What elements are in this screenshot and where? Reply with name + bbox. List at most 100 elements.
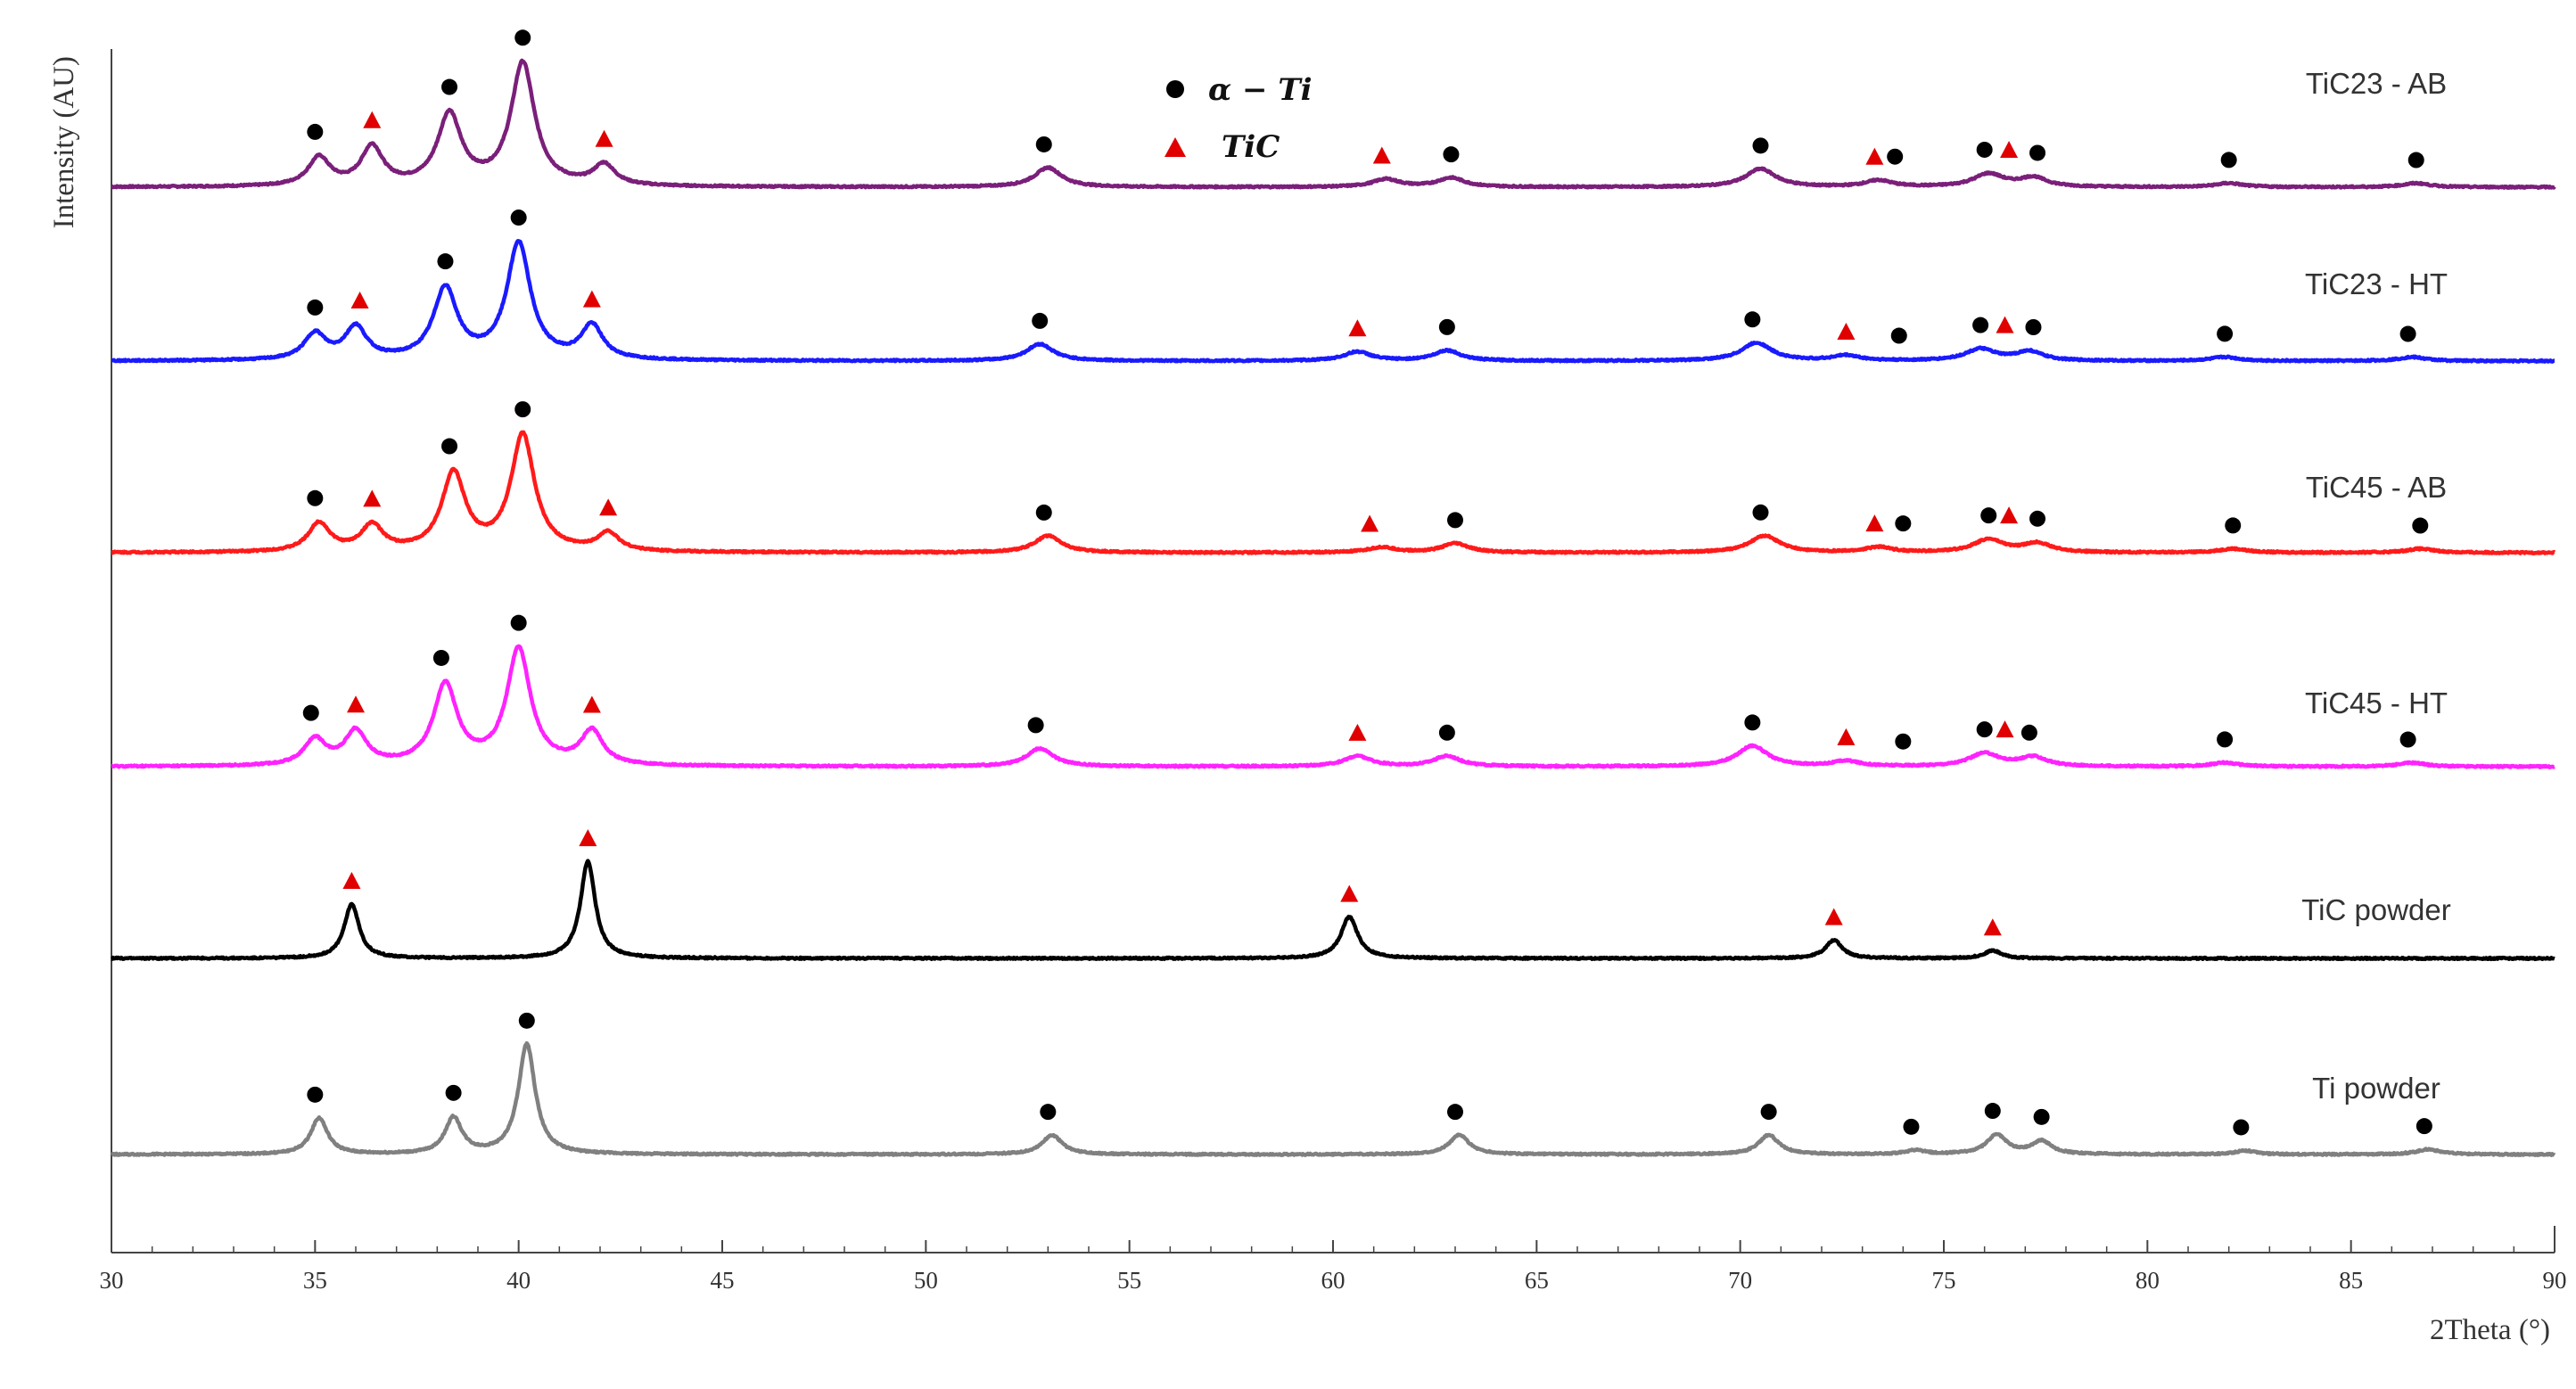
- legend-tic-marker: [1165, 137, 1186, 157]
- tic-marker: [1865, 147, 1884, 165]
- alpha-ti-marker: [1447, 1104, 1463, 1121]
- alpha-ti-marker: [2025, 318, 2042, 335]
- x-tick-label: 75: [1932, 1267, 1956, 1294]
- alpha-ti-marker: [1903, 1118, 1920, 1135]
- alpha-ti-marker: [2399, 325, 2416, 342]
- alpha-ti-marker: [514, 401, 531, 418]
- alpha-ti-marker: [1972, 316, 1989, 333]
- alpha-ti-marker: [2416, 1118, 2432, 1135]
- y-axis-title: Intensity (AU): [48, 56, 80, 228]
- tic-marker: [1340, 884, 1359, 902]
- alpha-ti-marker: [1438, 318, 1455, 335]
- alpha-ti-marker: [2029, 510, 2046, 527]
- tic-marker: [1983, 918, 2002, 936]
- tic-marker: [2000, 140, 2019, 158]
- series-tic45-ab: TiC45 - AB: [110, 401, 2556, 555]
- legend-tic-label: TiC: [1222, 129, 1280, 165]
- alpha-ti-marker: [1752, 504, 1769, 521]
- alpha-ti-marker: [1976, 141, 1993, 158]
- tic-marker: [363, 489, 382, 507]
- alpha-ti-marker: [2407, 152, 2424, 168]
- alpha-ti-marker: [1438, 724, 1455, 741]
- alpha-ti-marker: [1895, 515, 1912, 532]
- series-line: [110, 859, 2556, 962]
- tic-marker: [350, 291, 369, 308]
- alpha-ti-marker: [2217, 325, 2234, 342]
- alpha-ti-marker: [1443, 146, 1460, 163]
- series-line: [110, 430, 2556, 555]
- series-tic-powder: TiC powder: [110, 829, 2556, 962]
- alpha-ti-marker: [1027, 717, 1044, 734]
- legend: α − Ti TiC: [1165, 72, 1313, 165]
- tic-marker: [582, 290, 601, 308]
- alpha-ti-marker: [441, 438, 458, 455]
- x-tick-label: 80: [2136, 1267, 2160, 1294]
- alpha-ti-marker: [1744, 714, 1761, 731]
- x-ticks: 30 35 40 45 50 55 60 65 70 75 80 85 90: [100, 1240, 2567, 1294]
- alpha-ti-marker: [1040, 1104, 1057, 1121]
- series-line: [110, 58, 2556, 190]
- alpha-ti-marker: [510, 614, 527, 631]
- x-tick-label: 55: [1117, 1267, 1141, 1294]
- tic-marker: [1361, 514, 1379, 532]
- alpha-ti-marker: [2412, 517, 2429, 534]
- alpha-ti-marker: [1032, 312, 1049, 329]
- alpha-ti-marker: [1895, 733, 1912, 750]
- alpha-ti-marker: [2029, 144, 2046, 161]
- alpha-ti-marker: [432, 649, 449, 666]
- series-ti-powder: Ti powder: [110, 1012, 2556, 1157]
- alpha-ti-marker: [445, 1084, 462, 1101]
- alpha-ti-marker: [307, 1086, 324, 1103]
- series-label: TiC45 - HT: [2305, 686, 2448, 719]
- alpha-ti-marker: [1887, 148, 1904, 165]
- alpha-ti-marker: [307, 489, 324, 506]
- alpha-ti-marker: [2233, 1119, 2250, 1136]
- tic-marker: [1348, 319, 1367, 337]
- alpha-ti-marker: [2220, 152, 2237, 168]
- series-line: [110, 644, 2556, 769]
- x-tick-label: 70: [1728, 1267, 1752, 1294]
- series-label: TiC23 - AB: [2306, 67, 2447, 100]
- alpha-ti-marker: [1744, 311, 1761, 328]
- tic-marker: [363, 111, 382, 128]
- series-tic23-ht: TiC23 - HT: [110, 210, 2556, 364]
- alpha-ti-marker: [1035, 136, 1052, 152]
- legend-alpha-ti-label: α − Ti: [1208, 72, 1313, 108]
- alpha-ti-marker: [437, 253, 454, 270]
- alpha-ti-marker: [307, 299, 324, 316]
- series-label: TiC powder: [2301, 893, 2451, 926]
- alpha-ti-marker: [2217, 731, 2234, 748]
- alpha-ti-marker: [510, 210, 527, 226]
- x-tick-label: 60: [1321, 1267, 1346, 1294]
- alpha-ti-marker: [1752, 137, 1769, 154]
- x-tick-label: 35: [303, 1267, 327, 1294]
- series-line: [110, 1040, 2556, 1157]
- tic-marker: [1996, 316, 2014, 333]
- series-line: [110, 239, 2556, 364]
- alpha-ti-marker: [2033, 1108, 2050, 1125]
- x-tick-label: 45: [711, 1267, 735, 1294]
- alpha-ti-marker: [1760, 1104, 1777, 1121]
- alpha-ti-marker: [307, 123, 324, 140]
- x-tick-label: 30: [100, 1267, 124, 1294]
- alpha-ti-marker: [1890, 327, 1907, 344]
- alpha-ti-marker: [1980, 507, 1997, 524]
- alpha-ti-marker: [2225, 517, 2242, 534]
- tic-marker: [595, 129, 613, 147]
- tic-marker: [599, 498, 618, 516]
- tic-marker: [1372, 146, 1391, 164]
- series-tic45-ht: TiC45 - HT: [110, 614, 2556, 769]
- tic-marker: [1824, 908, 1843, 925]
- alpha-ti-marker: [1984, 1103, 2001, 1120]
- tic-marker: [342, 871, 361, 889]
- x-tick-label: 85: [2339, 1267, 2363, 1294]
- alpha-ti-marker: [441, 78, 458, 95]
- legend-alpha-ti-marker: [1166, 80, 1184, 98]
- tic-marker: [579, 829, 597, 847]
- x-tick-label: 50: [914, 1267, 938, 1294]
- tic-marker: [2000, 506, 2019, 524]
- alpha-ti-marker: [302, 704, 319, 721]
- tic-marker: [1865, 514, 1884, 532]
- alpha-ti-marker: [1447, 512, 1463, 529]
